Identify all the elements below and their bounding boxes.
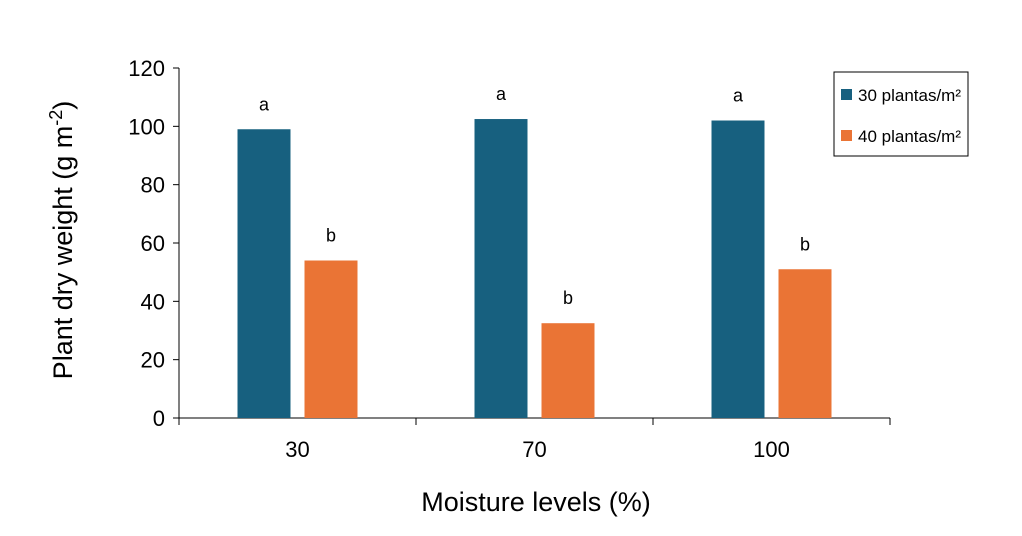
bar-30-plantas-100	[711, 120, 765, 418]
bar-label: a	[733, 86, 744, 106]
legend: 30 plantas/m² 40 plantas/m²	[833, 71, 969, 157]
y-tick-label: 20	[141, 348, 165, 373]
bars	[237, 119, 832, 419]
bar-label: b	[326, 226, 336, 246]
legend-swatch-30-plantas	[841, 89, 852, 100]
x-tick-label: 100	[753, 437, 790, 462]
bar-40-plantas-30	[304, 260, 358, 418]
bar-label: b	[800, 234, 810, 254]
y-tick-label: 60	[141, 231, 165, 256]
x-tick-label: 70	[522, 437, 546, 462]
x-axis-title: Moisture levels (%)	[421, 487, 651, 517]
bar-significance-labels: a a a b b b	[259, 84, 810, 308]
y-tick-label: 0	[153, 406, 165, 431]
bar-30-plantas-70	[474, 119, 528, 419]
x-tick-label: 30	[285, 437, 309, 462]
x-axis: 30 70 100	[178, 417, 891, 462]
y-axis-title: Plant dry weight (g m-2)	[46, 101, 78, 380]
y-tick-label: 100	[128, 114, 165, 139]
legend-swatch-40-plantas	[841, 130, 852, 141]
y-axis: 0 20 40 60 80 100 120	[128, 56, 180, 431]
legend-label-30-plantas: 30 plantas/m²	[858, 86, 961, 105]
bar-label: a	[259, 94, 270, 114]
legend-label-40-plantas: 40 plantas/m²	[858, 127, 961, 146]
bar-label: a	[496, 84, 507, 104]
y-tick-label: 80	[141, 173, 165, 198]
legend-box	[833, 71, 969, 157]
bar-label: b	[563, 288, 573, 308]
bar-40-plantas-70	[541, 323, 595, 418]
y-tick-label: 40	[141, 289, 165, 314]
bar-30-plantas-30	[237, 129, 291, 418]
bar-40-plantas-100	[778, 269, 832, 418]
y-tick-label: 120	[128, 56, 165, 81]
